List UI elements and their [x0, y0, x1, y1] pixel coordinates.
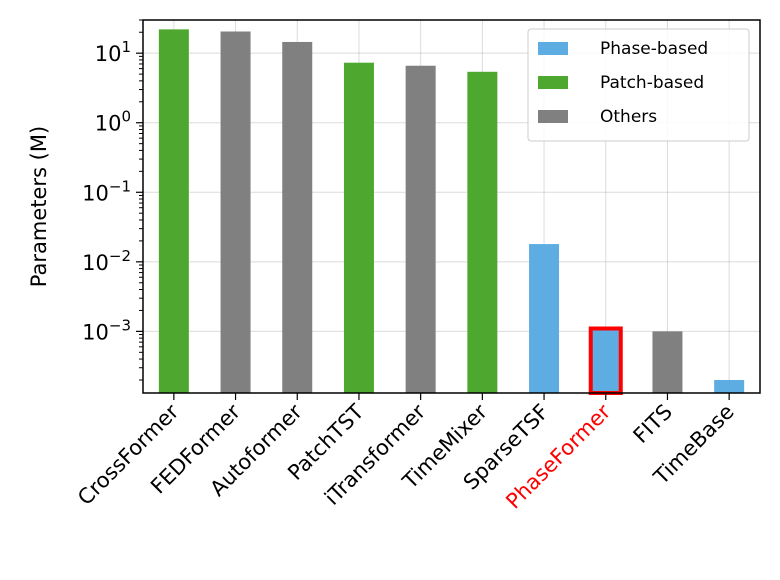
bar-fits [652, 331, 683, 393]
bar-timemixer [467, 71, 498, 393]
y-axis: 101 100 10−1 10−2 10−3 [82, 19, 143, 381]
legend-box [527, 28, 750, 142]
y-tick-label: 10−3 [82, 316, 131, 344]
y-tick-label: 101 [95, 38, 131, 66]
y-tick-label: 10−1 [82, 177, 131, 205]
bar-patchtst [343, 62, 374, 393]
bar-fedformer [220, 31, 251, 393]
y-tick-label: 100 [95, 108, 131, 136]
legend-swatch [538, 110, 568, 123]
bar-timebase [714, 379, 745, 393]
legend-label: Patch-based [600, 73, 704, 93]
bars [158, 29, 745, 396]
legend-label: Phase-based [600, 39, 708, 59]
x-axis: CrossFormerFEDFormerAutoformerPatchTSTiT… [73, 393, 739, 514]
bar-itransformer [405, 65, 436, 393]
bar-sparsetsf [529, 244, 560, 393]
legend-label: Others [600, 107, 657, 127]
plot-frame [142, 19, 761, 394]
legend: Phase-based Patch-based Others [527, 28, 750, 142]
x-tick-label: FITS [629, 400, 677, 448]
y-axis-label: Parameters (M) [27, 126, 51, 287]
y-tick-label: 10−2 [82, 247, 131, 275]
bar-phaseformer [588, 326, 623, 396]
bar-crossformer [158, 29, 189, 393]
bar-autoformer [282, 41, 313, 393]
legend-swatch [538, 76, 568, 89]
legend-swatch [538, 42, 568, 55]
